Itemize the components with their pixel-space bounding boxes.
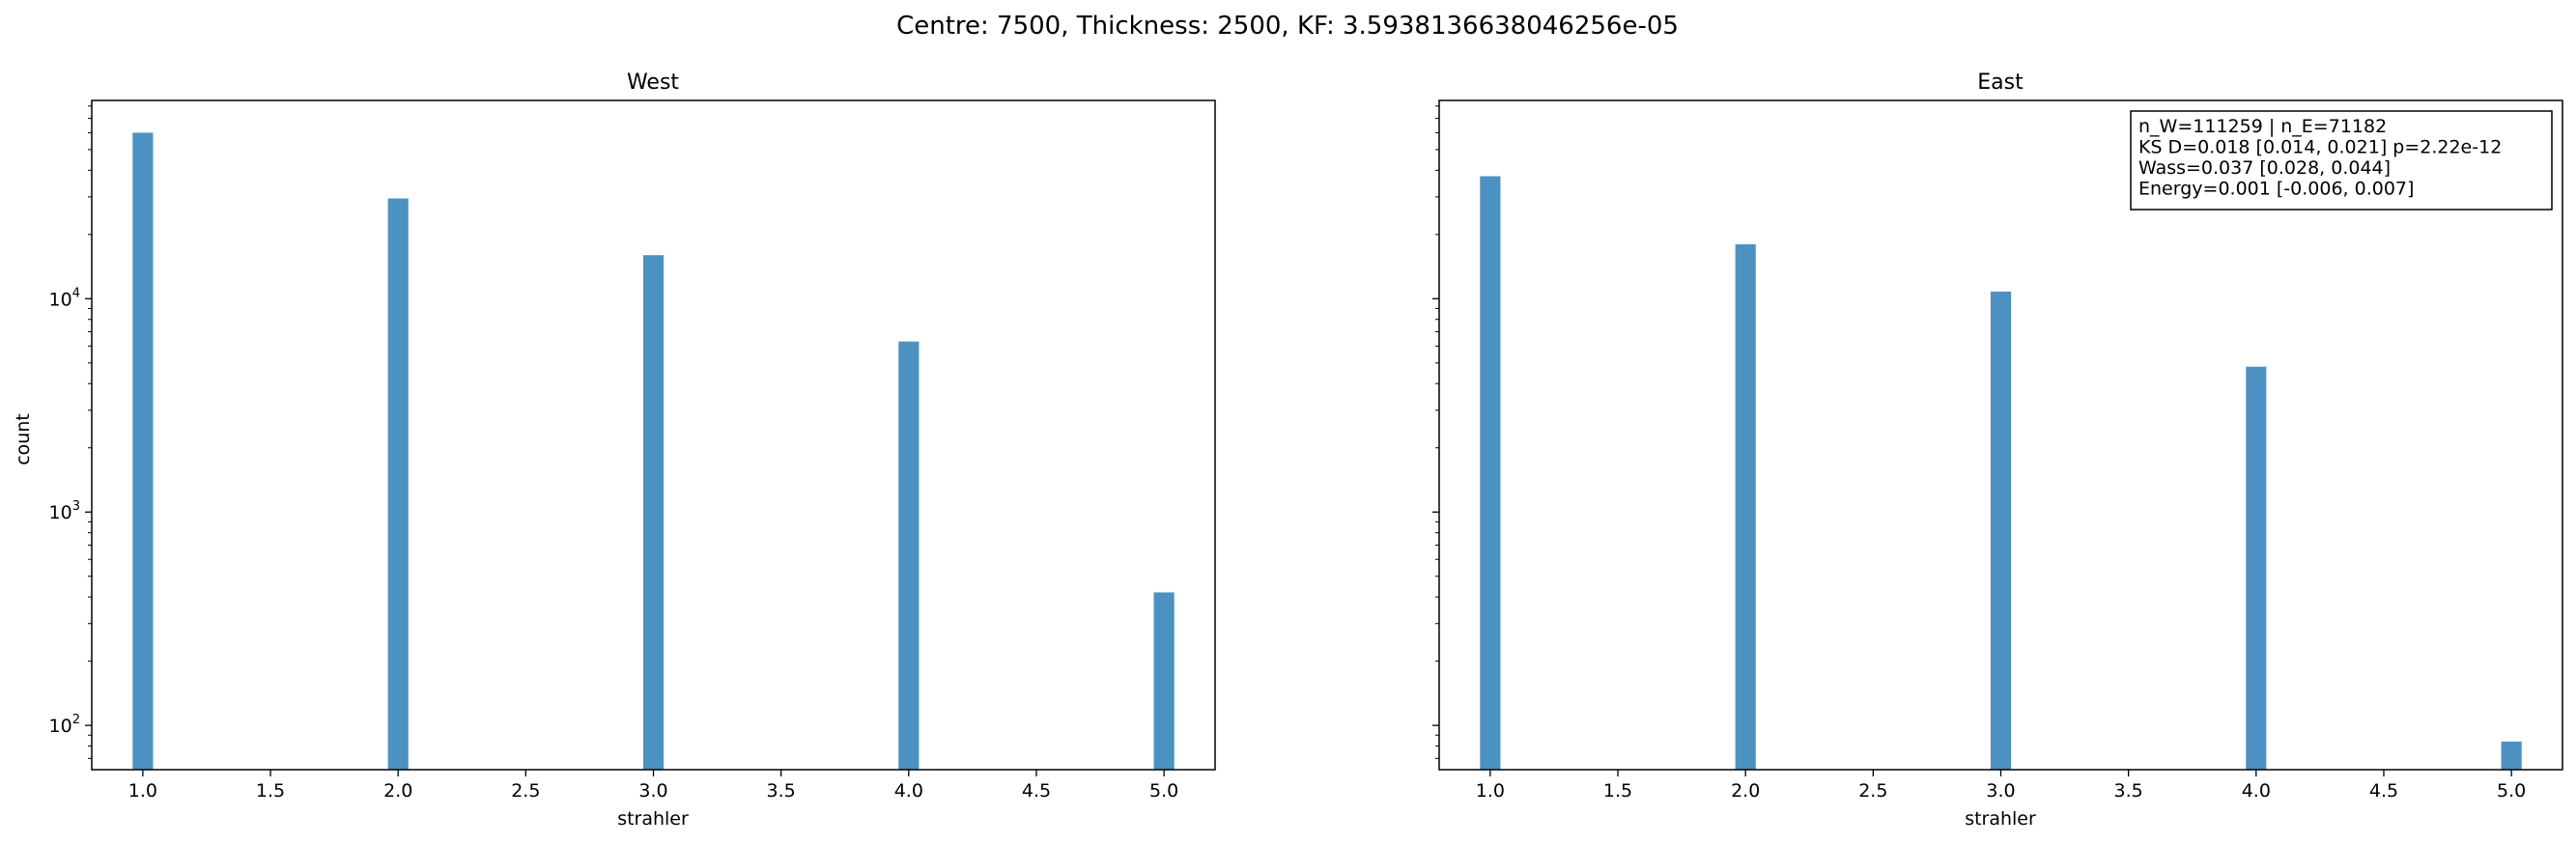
west-x-tick-label: 2.5 [511, 780, 540, 802]
east-stats-box [2130, 110, 2553, 211]
west-x-tick-label: 3.0 [638, 780, 667, 802]
east-stats-line: KS D=0.018 [0.014, 0.021] p=2.22e-12 [2138, 137, 2502, 158]
east-x-axis-label: strahler [1965, 808, 2036, 830]
west-bar-1 [132, 132, 154, 770]
east-stats-line: n_W=111259 | n_E=71182 [2138, 116, 2387, 137]
east-x-tick-label: 2.5 [1858, 780, 1887, 802]
west-x-tick-label: 3.5 [767, 780, 796, 802]
east-panel: East strahler 1.0 1.5 2.0 2.5 3.0 3.5 4.0 4.5 5.… [1432, 70, 2563, 830]
east-stats-line: Energy=0.001 [-0.006, 0.007] [2138, 179, 2414, 200]
figure-suptitle: Centre: 7500, Thickness: 2500, KF: 3.593… [896, 12, 1679, 41]
east-bar-4 [2246, 366, 2267, 770]
east-stats-line: Wass=0.037 [0.028, 0.044] [2138, 157, 2391, 179]
west-x-tick-label: 1.0 [128, 780, 157, 802]
east-x-tick-label: 5.0 [2497, 780, 2526, 802]
west-panel-title: West [627, 70, 679, 95]
east-bar-5 [2501, 741, 2522, 770]
west-x-tick-label: 1.5 [256, 780, 285, 802]
east-x-tick-label: 4.5 [2369, 780, 2398, 802]
east-x-tick-label: 2.0 [1731, 780, 1760, 802]
east-x-tick-label: 1.5 [1603, 780, 1632, 802]
east-panel-title: East [1977, 70, 2024, 95]
west-bar-5 [1153, 592, 1175, 770]
east-bar-3 [1990, 291, 2012, 770]
west-x-tick-label: 5.0 [1149, 780, 1178, 802]
west-x-tick-label: 4.5 [1022, 780, 1051, 802]
west-bar-2 [387, 198, 409, 771]
west-y-axis-label: count [13, 413, 34, 465]
east-x-tick-label: 1.0 [1476, 780, 1505, 802]
east-x-tick-label: 3.5 [2114, 780, 2143, 802]
west-x-axis-label: strahler [617, 808, 689, 830]
west-bar-3 [642, 255, 665, 771]
east-x-tick-label: 3.0 [1986, 780, 2015, 802]
east-bar-2 [1735, 243, 1756, 770]
east-bar-1 [1480, 176, 1501, 770]
west-panel: West strahler count 1.0 1.5 2.0 2.5 3.0 3.5 4.… [13, 70, 1216, 830]
west-x-tick-label: 2.0 [383, 780, 412, 802]
east-x-tick-label: 4.0 [2242, 780, 2271, 802]
west-x-tick-label: 4.0 [894, 780, 923, 802]
west-y-tick-label: 102 [49, 713, 80, 737]
west-y-tick-label: 103 [49, 499, 80, 523]
west-y-tick-label: 104 [49, 286, 80, 310]
west-bar-4 [898, 341, 920, 770]
